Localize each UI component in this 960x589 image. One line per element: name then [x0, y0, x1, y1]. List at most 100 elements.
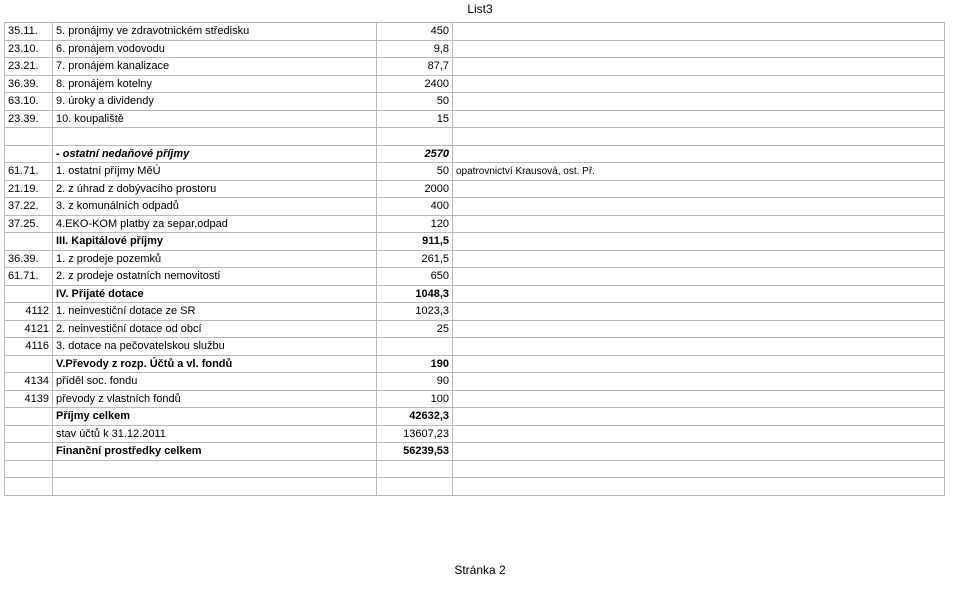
page: List3 35.11.5. pronájmy ve zdravotnickém… — [0, 0, 960, 589]
cell-code — [5, 233, 53, 251]
cell-desc: 3. z komunálních odpadů — [53, 198, 377, 216]
cell-code: 4134 — [5, 373, 53, 391]
cell-value: 13607,23 — [377, 425, 453, 443]
cell-value: 87,7 — [377, 58, 453, 76]
table-row: IV. Přijaté dotace1048,3 — [5, 285, 945, 303]
cell-value: 400 — [377, 198, 453, 216]
cell-code — [5, 355, 53, 373]
cell-desc: 2. z prodeje ostatních nemovitostí — [53, 268, 377, 286]
cell-code — [5, 285, 53, 303]
table-row: 41212. neinvestiční dotace od obcí25 — [5, 320, 945, 338]
table-row — [5, 128, 945, 146]
cell-note — [453, 250, 945, 268]
cell-note: opatrovnictví Krausová, ost. Př. — [453, 163, 945, 181]
document-title: List3 — [0, 2, 960, 16]
cell-desc: 1. z prodeje pozemků — [53, 250, 377, 268]
cell-code: 61.71. — [5, 268, 53, 286]
cell-value: 1048,3 — [377, 285, 453, 303]
cell-code: 37.25. — [5, 215, 53, 233]
table-row: 21.19.2. z úhrad z dobývacího prostoru20… — [5, 180, 945, 198]
cell-note — [453, 145, 945, 163]
cell-note — [453, 40, 945, 58]
cell-code: 37.22. — [5, 198, 53, 216]
cell-desc: 5. pronájmy ve zdravotnickém středisku — [53, 23, 377, 41]
cell-desc: převody z vlastních fondů — [53, 390, 377, 408]
cell-note — [453, 408, 945, 426]
cell-code: 4116 — [5, 338, 53, 356]
cell-desc: 6. pronájem vodovodu — [53, 40, 377, 58]
cell-desc: 1. ostatní příjmy MěÚ — [53, 163, 377, 181]
cell-code — [5, 478, 53, 496]
cell-value: 190 — [377, 355, 453, 373]
table-row: stav účtů k 31.12.201113607,23 — [5, 425, 945, 443]
cell-note — [453, 460, 945, 478]
cell-note — [453, 303, 945, 321]
cell-code: 35.11. — [5, 23, 53, 41]
cell-note — [453, 478, 945, 496]
cell-desc: Příjmy celkem — [53, 408, 377, 426]
cell-desc: 2. neinvestiční dotace od obcí — [53, 320, 377, 338]
table-row: - ostatní nedaňové příjmy2570 — [5, 145, 945, 163]
cell-value: 1023,3 — [377, 303, 453, 321]
table-row: 36.39.8. pronájem kotelny2400 — [5, 75, 945, 93]
table-row: 4139převody z vlastních fondů100 — [5, 390, 945, 408]
cell-desc: 10. koupaliště — [53, 110, 377, 128]
cell-note — [453, 180, 945, 198]
cell-value: 911,5 — [377, 233, 453, 251]
cell-desc: - ostatní nedaňové příjmy — [53, 145, 377, 163]
cell-desc: 8. pronájem kotelny — [53, 75, 377, 93]
cell-code — [5, 408, 53, 426]
cell-code: 61.71. — [5, 163, 53, 181]
table-row: 41121. neinvestiční dotace ze SR1023,3 — [5, 303, 945, 321]
cell-code: 23.21. — [5, 58, 53, 76]
cell-desc — [53, 478, 377, 496]
cell-desc: stav účtů k 31.12.2011 — [53, 425, 377, 443]
cell-value: 56239,53 — [377, 443, 453, 461]
cell-value: 2570 — [377, 145, 453, 163]
cell-code — [5, 145, 53, 163]
cell-value: 450 — [377, 23, 453, 41]
cell-value — [377, 128, 453, 146]
cell-code: 23.39. — [5, 110, 53, 128]
cell-note — [453, 198, 945, 216]
page-footer: Stránka 2 — [0, 563, 960, 577]
cell-code — [5, 443, 53, 461]
table-row: 36.39.1. z prodeje pozemků261,5 — [5, 250, 945, 268]
cell-note — [453, 93, 945, 111]
table-row: 63.10.9. úroky a dividendy50 — [5, 93, 945, 111]
table-row — [5, 460, 945, 478]
cell-desc — [53, 128, 377, 146]
table-row: 23.39.10. koupaliště15 — [5, 110, 945, 128]
table-row: 23.10.6. pronájem vodovodu9,8 — [5, 40, 945, 58]
cell-value — [377, 478, 453, 496]
table-row: 35.11.5. pronájmy ve zdravotnickém střed… — [5, 23, 945, 41]
cell-value: 120 — [377, 215, 453, 233]
table-row: V.Převody z rozp. Účtů a vl. fondů190 — [5, 355, 945, 373]
cell-note — [453, 373, 945, 391]
cell-note — [453, 268, 945, 286]
cell-value — [377, 460, 453, 478]
budget-table: 35.11.5. pronájmy ve zdravotnickém střed… — [4, 22, 945, 496]
cell-code: 36.39. — [5, 250, 53, 268]
table-row: 23.21.7. pronájem kanalizace87,7 — [5, 58, 945, 76]
cell-value: 90 — [377, 373, 453, 391]
cell-value: 50 — [377, 93, 453, 111]
cell-value: 9,8 — [377, 40, 453, 58]
cell-note — [453, 215, 945, 233]
cell-value: 50 — [377, 163, 453, 181]
cell-note — [453, 355, 945, 373]
cell-value: 25 — [377, 320, 453, 338]
table-row: 41163. dotace na pečovatelskou službu — [5, 338, 945, 356]
table-row: III. Kapitálové příjmy911,5 — [5, 233, 945, 251]
table-row: Finanční prostředky celkem56239,53 — [5, 443, 945, 461]
cell-desc: 3. dotace na pečovatelskou službu — [53, 338, 377, 356]
cell-code — [5, 425, 53, 443]
cell-desc: III. Kapitálové příjmy — [53, 233, 377, 251]
cell-note — [453, 390, 945, 408]
cell-code: 21.19. — [5, 180, 53, 198]
cell-code — [5, 460, 53, 478]
table-row: 61.71.2. z prodeje ostatních nemovitostí… — [5, 268, 945, 286]
cell-note — [453, 338, 945, 356]
table-row — [5, 478, 945, 496]
cell-value: 2000 — [377, 180, 453, 198]
